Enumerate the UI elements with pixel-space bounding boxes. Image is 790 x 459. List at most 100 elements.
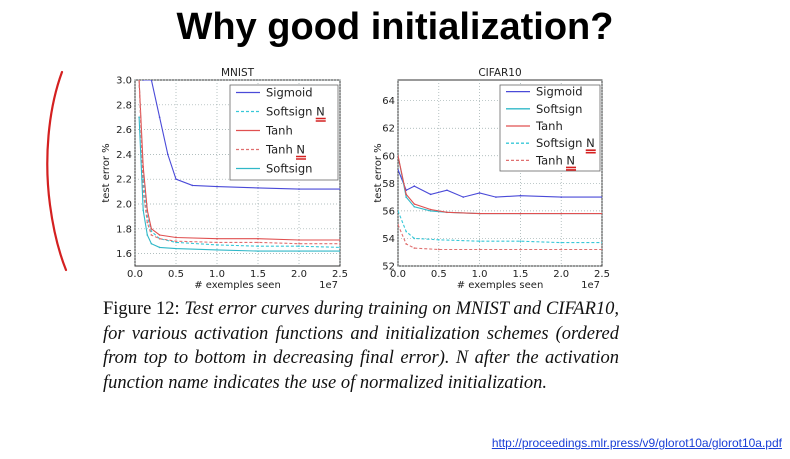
data-point-tanh-n [560, 248, 562, 251]
data-point-sigmoid [150, 80, 153, 81]
series-line-softsign [138, 117, 340, 252]
data-point-softsign [257, 250, 259, 252]
data-point-tanh-n [158, 237, 161, 240]
data-point-softsign [150, 242, 153, 245]
data-point-tanh [339, 239, 340, 241]
data-point-tanh-n [413, 247, 416, 249]
data-point-softsign [429, 210, 432, 212]
data-point-softsign-n [413, 237, 416, 240]
data-point-softsign [175, 247, 177, 250]
data-point-tanh [146, 209, 149, 211]
source-link[interactable]: http://proceedings.mlr.press/v9/glorot10… [491, 436, 782, 450]
y-axis-label: test error % [373, 143, 384, 202]
data-point-sigmoid [398, 168, 399, 171]
data-point-sigmoid [560, 196, 562, 198]
data-point-tanh-n [438, 248, 440, 251]
data-point-softsign [339, 250, 340, 252]
data-point-softsign-n [339, 246, 340, 249]
series-line-tanh-n [138, 80, 340, 245]
handwritten-underline-annotation [296, 155, 307, 160]
series-line-sigmoid [143, 80, 340, 190]
data-point-sigmoid [478, 192, 481, 194]
data-point-tanh [298, 239, 300, 241]
y-tick-label: 64 [382, 96, 395, 107]
data-point-sigmoid [257, 187, 259, 189]
handwritten-underline-annotation [315, 117, 326, 122]
data-point-tanh [150, 228, 153, 230]
y-tick-label: 1.8 [116, 224, 132, 235]
series-line-tanh-n [398, 224, 602, 251]
data-point-softsign [146, 234, 149, 236]
data-point-sigmoid [175, 178, 177, 180]
data-point-tanh-n [601, 248, 602, 251]
data-point-tanh-n [257, 241, 259, 244]
slide-title: Why good initialization? [176, 6, 614, 48]
data-point-tanh-n [298, 242, 300, 245]
legend-label-tanh-n: Tanh N [265, 143, 305, 157]
handwritten-bracket-annotation [46, 70, 68, 272]
data-point-sigmoid [158, 116, 161, 118]
legend-label-tanh: Tanh [535, 119, 563, 133]
data-point-tanh [257, 237, 259, 240]
data-point-softsign [158, 246, 161, 249]
legend-label-tanh-n: Tanh N [535, 153, 575, 167]
data-point-sigmoid [462, 196, 465, 198]
x-tick-label: 0.5 [431, 269, 447, 280]
y-tick-label: 2.2 [116, 175, 132, 186]
data-point-tanh [560, 212, 562, 215]
y-tick-label: 56 [382, 206, 395, 217]
data-point-tanh [429, 208, 432, 211]
data-point-tanh-n [138, 80, 140, 81]
data-point-sigmoid [446, 189, 448, 192]
legend-label-softsign-n: Softsign N [536, 136, 595, 150]
handwritten-underline-annotation [585, 149, 596, 154]
legend-label-softsign: Softsign [536, 102, 582, 116]
data-point-softsign-n [560, 241, 562, 244]
data-point-sigmoid [495, 196, 497, 198]
data-point-softsign-n [150, 230, 153, 233]
x-tick-label: 2.0 [291, 269, 307, 280]
chart-title: MNIST [221, 67, 255, 79]
legend-label-softsign: Softsign [266, 162, 312, 176]
plot-area [398, 154, 602, 251]
data-point-tanh-n [519, 248, 522, 251]
data-point-tanh [405, 193, 407, 196]
x-tick-label: 2.5 [594, 269, 610, 280]
caption-label: Figure 12: [103, 299, 180, 319]
x-tick-label: 1.5 [512, 269, 528, 280]
data-point-sigmoid [339, 188, 340, 190]
data-point-tanh [446, 211, 448, 214]
x-tick-label: 1.0 [472, 269, 488, 280]
data-point-tanh [413, 203, 416, 205]
y-tick-label: 2.0 [116, 200, 132, 211]
series-line-softsign-n [138, 80, 340, 248]
data-point-softsign-n [519, 240, 522, 242]
legend-box [499, 84, 601, 172]
x-tick-label: 0.5 [168, 269, 184, 280]
data-point-tanh [158, 234, 161, 236]
data-point-softsign [142, 209, 144, 211]
data-point-sigmoid [519, 194, 522, 197]
data-point-sigmoid [429, 193, 432, 196]
data-point-softsign-n [142, 178, 144, 180]
y-tick-label: 52 [382, 262, 395, 273]
series-line-softsign-n [398, 210, 602, 244]
data-point-tanh-n [339, 242, 340, 245]
x-tick-label: 1.5 [250, 269, 266, 280]
legend-label-tanh: Tanh [265, 124, 293, 138]
mnist-chart: 0.0 0.5 1.0 1.5 2.0 2.5 1.6 1.8 2.0 2.2 2.4 2.6 2.8 3… [101, 67, 348, 291]
x-axis-label: # exemples seen [194, 280, 281, 291]
x-tick-label: 1.0 [209, 269, 225, 280]
data-point-softsign-n [298, 245, 300, 247]
data-point-softsign-n [216, 244, 218, 246]
y-tick-label: 60 [382, 151, 395, 162]
data-point-softsign [413, 205, 416, 208]
data-point-tanh-n [216, 241, 218, 244]
x-axis-label: # exemples seen [457, 280, 544, 291]
data-point-tanh [175, 236, 177, 239]
data-point-sigmoid [601, 196, 602, 198]
y-tick-label: 54 [382, 234, 395, 245]
data-point-tanh [519, 212, 522, 215]
legend-label-softsign-n: Softsign N [266, 105, 325, 119]
data-point-softsign [216, 249, 218, 251]
